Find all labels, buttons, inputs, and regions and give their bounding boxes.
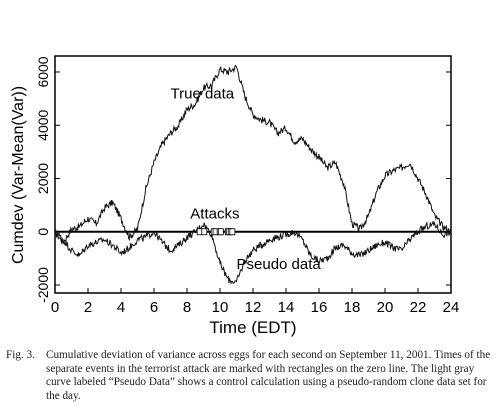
- x-tick-label: 22: [410, 299, 427, 316]
- series-line-true-data: [54, 64, 452, 246]
- x-tick-label: 10: [212, 299, 229, 316]
- y-tick-label: 6000: [35, 56, 51, 87]
- y-tick-label: 0: [35, 228, 51, 236]
- x-tick-label: 14: [278, 299, 295, 316]
- caption-text: Cumulative deviation of variance across …: [46, 349, 491, 402]
- x-axis-ticks: 0 2 4 6 8 10 12 14 16 18 20 22 24: [51, 288, 460, 316]
- x-tick-label: 8: [183, 299, 191, 316]
- attack-marker: [229, 228, 236, 236]
- x-tick-label: 12: [245, 299, 262, 316]
- attack-marker: [217, 228, 224, 236]
- series-layer: [54, 64, 452, 285]
- x-tick-label: 18: [344, 299, 361, 316]
- annotation-label: Pseudo data: [237, 256, 322, 273]
- x-tick-label: 16: [311, 299, 328, 316]
- x-axis-label: Time (EDT): [209, 318, 296, 337]
- x-tick-label: 2: [84, 299, 92, 316]
- x-tick-label: 24: [443, 299, 460, 316]
- y-axis-ticks: -2000 0 2000 4000 6000: [35, 56, 451, 303]
- x-tick-label: 6: [150, 299, 158, 316]
- x-tick-label: 0: [51, 299, 59, 316]
- y-tick-label: -2000: [35, 267, 51, 303]
- annotation-label: Attacks: [190, 205, 239, 222]
- annotation-label: True data: [171, 86, 235, 103]
- y-tick-label: 2000: [35, 163, 51, 194]
- attack-markers: [196, 228, 236, 236]
- y-axis-label: Cumdev (Var-Mean(Var)): [10, 86, 27, 264]
- annotations: True data Attacks Pseudo data: [171, 86, 322, 273]
- figure-caption: Fig. 3. Cumulative deviation of variance…: [6, 349, 496, 403]
- x-tick-label: 20: [377, 299, 394, 316]
- attack-marker: [201, 228, 208, 236]
- caption-label: Fig. 3.: [6, 349, 35, 361]
- y-tick-label: 4000: [35, 109, 51, 140]
- x-tick-label: 4: [117, 299, 125, 316]
- series-line-pseudo-data: [54, 221, 452, 285]
